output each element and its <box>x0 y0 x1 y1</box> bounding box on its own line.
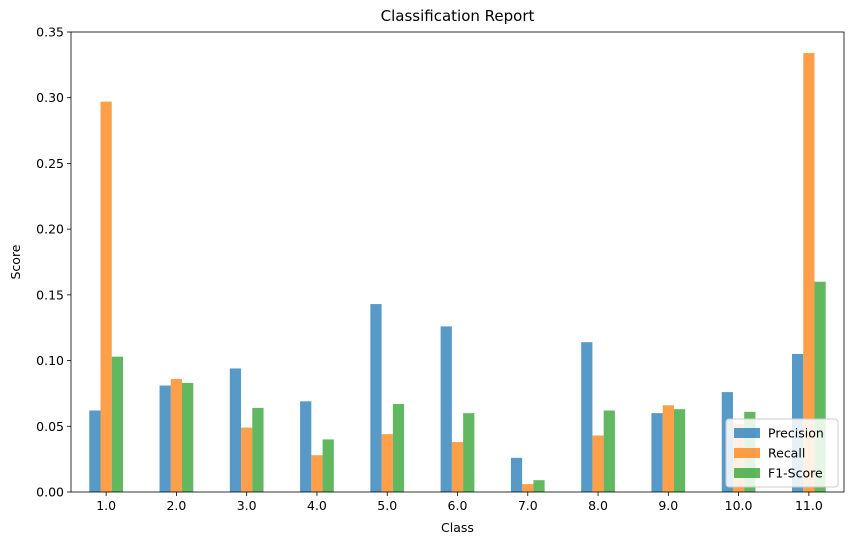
bar-f1-score-5.0 <box>392 403 405 492</box>
bar-f1-score-6.0 <box>463 413 475 492</box>
y-tick-label: 0.10 <box>36 353 64 368</box>
y-tick-label: 0.20 <box>36 222 64 237</box>
x-tick-label: 8.0 <box>588 498 608 513</box>
bar-recall-7.0 <box>522 484 534 492</box>
bar-recall-3.0 <box>241 427 253 492</box>
y-tick-label: 0.00 <box>36 485 64 500</box>
bar-f1-score-4.0 <box>322 439 334 492</box>
bar-precision-1.0 <box>89 410 101 492</box>
y-tick-label: 0.30 <box>36 90 64 105</box>
bar-precision-2.0 <box>159 385 171 492</box>
x-tick-label: 4.0 <box>307 498 327 513</box>
x-tick-label: 10.0 <box>725 498 753 513</box>
y-tick-label: 0.05 <box>36 419 64 434</box>
bar-f1-score-8.0 <box>603 410 615 492</box>
x-tick-label: 6.0 <box>448 498 468 513</box>
bar-precision-9.0 <box>651 413 663 492</box>
bar-recall-4.0 <box>311 455 323 492</box>
x-tick-label: 9.0 <box>658 498 678 513</box>
x-axis-label: Class <box>441 520 474 535</box>
legend-label: Precision <box>768 426 824 441</box>
bar-precision-3.0 <box>229 368 242 492</box>
legend-label: F1-Score <box>768 466 823 481</box>
bar-recall-1.0 <box>100 101 112 492</box>
bar-recall-11.0 <box>803 53 815 492</box>
chart-title: Classification Report <box>381 7 535 25</box>
bar-recall-9.0 <box>662 405 674 492</box>
bar-recall-6.0 <box>451 442 464 492</box>
legend-swatch <box>734 448 760 458</box>
x-tick-label: 3.0 <box>237 498 257 513</box>
y-tick-label: 0.35 <box>36 25 64 40</box>
y-tick-label: 0.25 <box>36 156 64 171</box>
bar-precision-6.0 <box>440 326 452 492</box>
legend-swatch <box>734 468 760 478</box>
bar-recall-8.0 <box>592 435 604 492</box>
legend: Precision Recall F1-Score <box>725 418 839 488</box>
bar-f1-score-1.0 <box>111 356 123 492</box>
bar-recall-5.0 <box>381 434 393 492</box>
legend-label: Recall <box>768 446 805 461</box>
x-tick-label: 1.0 <box>96 498 116 513</box>
bar-precision-8.0 <box>581 342 593 492</box>
x-tick-label: 7.0 <box>518 498 538 513</box>
bar-f1-score-7.0 <box>533 480 545 492</box>
bar-recall-2.0 <box>170 378 183 492</box>
bar-f1-score-2.0 <box>182 382 194 492</box>
x-tick-label: 11.0 <box>795 498 823 513</box>
legend-swatch <box>734 428 760 438</box>
bar-f1-score-11.0 <box>814 281 826 492</box>
x-tick-label: 2.0 <box>166 498 186 513</box>
bar-f1-score-3.0 <box>252 407 264 492</box>
plot-area: 0.00 0.05 0.10 0.15 0.20 0.25 0.30 0.35 1.0 2.0 3.… <box>36 25 845 513</box>
y-tick-label: 0.15 <box>36 287 64 302</box>
bar-precision-4.0 <box>300 401 312 492</box>
y-axis-label: Score <box>8 244 23 279</box>
x-tick-label: 5.0 <box>377 498 397 513</box>
bar-precision-5.0 <box>370 304 382 492</box>
bar-precision-7.0 <box>510 457 523 492</box>
bar-f1-score-9.0 <box>673 409 686 492</box>
